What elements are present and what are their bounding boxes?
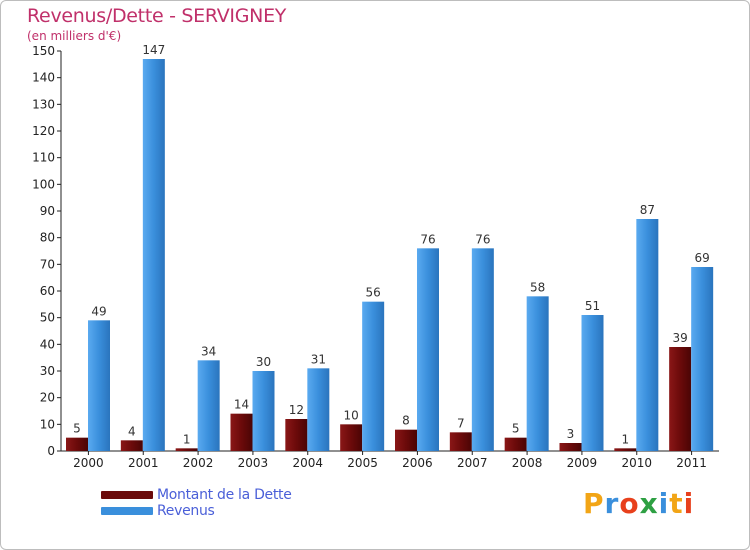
bar-revenus-2010 — [636, 219, 659, 451]
x-tick-label: 2002 — [183, 456, 214, 470]
bar-dette-2008 — [504, 437, 527, 451]
value-label-revenus-2001: 147 — [142, 43, 165, 57]
legend-label-revenus: Revenus — [157, 503, 215, 519]
legend-item-revenus: Revenus — [101, 503, 292, 519]
bar-revenus-2008 — [526, 296, 549, 451]
value-label-revenus-2003: 30 — [256, 355, 271, 369]
x-tick-label: 2004 — [292, 456, 323, 470]
y-tick-label: 100 — [32, 177, 55, 191]
bar-dette-2006 — [395, 429, 417, 451]
bar-revenus-2004 — [307, 368, 330, 451]
value-label-dette-2008: 5 — [512, 422, 520, 436]
bar-revenus-2002 — [197, 360, 220, 451]
bar-dette-2000 — [66, 437, 88, 451]
bar-dette-2004 — [285, 419, 308, 451]
value-label-revenus-2002: 34 — [201, 344, 216, 358]
value-label-dette-2000: 5 — [73, 422, 81, 436]
legend-swatch-revenus — [101, 507, 153, 515]
value-label-revenus-2000: 49 — [91, 304, 106, 318]
y-tick-label: 130 — [32, 97, 55, 111]
y-tick-label: 30 — [40, 364, 55, 378]
chart-subtitle: (en milliers d'€) — [27, 29, 122, 43]
bar-revenus-2003 — [252, 371, 275, 451]
value-label-revenus-2008: 58 — [530, 280, 545, 294]
x-tick-label: 2000 — [73, 456, 104, 470]
value-label-dette-2009: 3 — [567, 427, 575, 441]
value-label-dette-2001: 4 — [128, 424, 136, 438]
value-label-dette-2010: 1 — [622, 432, 630, 446]
logo-letter: P — [583, 487, 605, 520]
chart-title: Revenus/Dette - SERVIGNEY — [27, 5, 287, 27]
bar-dette-2005 — [340, 424, 363, 451]
y-tick-label: 80 — [40, 231, 55, 245]
x-tick-label: 2005 — [347, 456, 378, 470]
x-tick-label: 2001 — [128, 456, 159, 470]
value-label-revenus-2006: 76 — [420, 232, 435, 246]
y-tick-label: 0 — [47, 444, 55, 458]
x-tick-label: 2003 — [238, 456, 269, 470]
bar-dette-2007 — [449, 432, 472, 451]
bar-revenus-2006 — [417, 248, 439, 451]
bar-revenus-2005 — [362, 301, 385, 451]
value-label-dette-2003: 14 — [234, 398, 249, 412]
bar-revenus-2011 — [691, 267, 714, 451]
x-tick-label: 2011 — [676, 456, 707, 470]
value-label-revenus-2007: 76 — [475, 232, 490, 246]
legend-item-dette: Montant de la Dette — [101, 487, 292, 503]
x-tick-label: 2009 — [567, 456, 598, 470]
axes: 0102030405060708090100110120130140150200… — [32, 44, 719, 470]
value-label-dette-2004: 12 — [289, 403, 304, 417]
bar-dette-2001 — [120, 440, 143, 451]
bar-revenus-2007 — [471, 248, 494, 451]
logo-letter: i — [683, 487, 695, 520]
y-tick-label: 150 — [32, 44, 55, 58]
bar-revenus-2000 — [88, 320, 110, 451]
x-tick-label: 2008 — [512, 456, 543, 470]
legend: Montant de la Dette Revenus — [101, 487, 292, 519]
proxiti-logo: Proxiti — [583, 487, 694, 520]
bar-dette-2003 — [230, 413, 253, 451]
value-label-dette-2007: 7 — [457, 416, 465, 430]
y-tick-label: 110 — [32, 151, 55, 165]
value-label-dette-2005: 10 — [344, 408, 359, 422]
value-label-revenus-2005: 56 — [366, 286, 381, 300]
y-tick-label: 10 — [40, 417, 55, 431]
value-label-dette-2011: 39 — [673, 331, 688, 345]
value-label-dette-2002: 1 — [183, 432, 191, 446]
y-tick-label: 90 — [40, 204, 55, 218]
bar-revenus-2009 — [581, 315, 604, 451]
bar-dette-2009 — [559, 443, 582, 451]
bar-dette-2011 — [669, 347, 692, 451]
y-tick-label: 50 — [40, 311, 55, 325]
value-label-revenus-2011: 69 — [695, 251, 710, 265]
legend-swatch-dette — [101, 491, 153, 499]
logo-letter: x — [639, 487, 659, 520]
logo-letter: i — [658, 487, 670, 520]
y-tick-label: 120 — [32, 124, 55, 138]
y-tick-label: 70 — [40, 257, 55, 271]
logo-letter: r — [604, 487, 620, 520]
bar-dette-2002 — [175, 448, 198, 451]
value-label-revenus-2004: 31 — [311, 352, 326, 366]
x-tick-label: 2010 — [621, 456, 652, 470]
data-labels: 5 49 4 147 1 34 14 30 12 31 10 56 8 76 7 76 5 58 3 51 1 87 39 6… — [73, 43, 710, 446]
value-label-revenus-2009: 51 — [585, 299, 600, 313]
y-tick-label: 60 — [40, 284, 55, 298]
x-tick-label: 2007 — [457, 456, 488, 470]
bar-dette-2010 — [614, 448, 637, 451]
logo-letter: o — [619, 487, 640, 520]
x-tick-label: 2006 — [402, 456, 433, 470]
bars — [66, 59, 714, 451]
y-tick-label: 140 — [32, 71, 55, 85]
value-label-dette-2006: 8 — [402, 414, 410, 428]
legend-label-dette: Montant de la Dette — [157, 487, 292, 503]
logo-letter: t — [669, 487, 684, 520]
y-tick-label: 40 — [40, 337, 55, 351]
bar-revenus-2001 — [142, 59, 165, 451]
value-label-revenus-2010: 87 — [640, 203, 655, 217]
y-tick-label: 20 — [40, 391, 55, 405]
